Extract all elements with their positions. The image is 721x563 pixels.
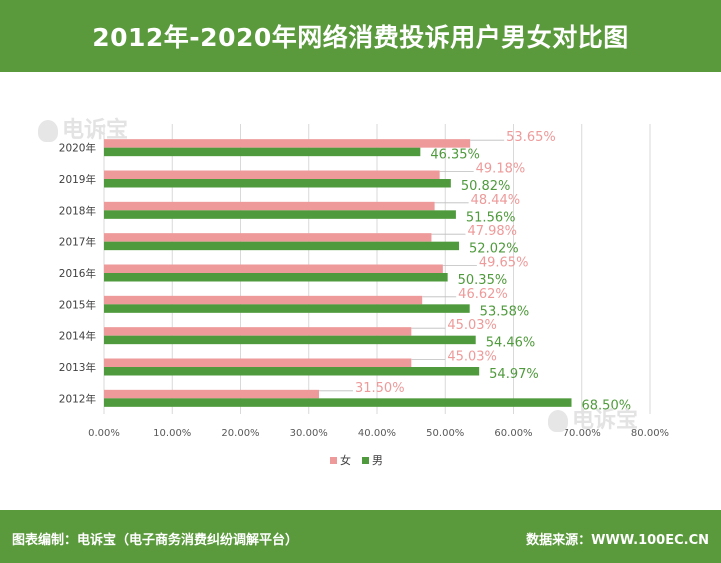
- y-category-label: 2018年: [59, 204, 96, 217]
- male-data-label: 53.58%: [480, 304, 530, 319]
- female-data-label: 31.50%: [355, 381, 405, 396]
- legend-swatch-male: [362, 457, 369, 464]
- female-data-label: 45.03%: [447, 318, 497, 333]
- bar-chart: 0.00% 10.00% 20.00% 30.00% 40.00% 50.00% 60.00…: [59, 124, 669, 467]
- female-data-label: 53.65%: [506, 130, 556, 145]
- y-category-label: 2014年: [59, 330, 96, 343]
- footer-bar: 图表编制：电诉宝（电子商务消费纠纷调解平台） 数据来源：WWW.100EC.CN: [0, 510, 721, 563]
- male-data-label: 51.56%: [466, 210, 516, 225]
- x-tick-label: 40.00%: [358, 428, 396, 439]
- male-bar: [104, 398, 572, 407]
- male-bar: [104, 304, 470, 313]
- x-tick-label: 10.00%: [153, 428, 191, 439]
- female-bar: [104, 139, 471, 148]
- y-category-label: 2015年: [59, 298, 96, 311]
- female-data-label: 49.18%: [476, 162, 526, 177]
- legend-label-male: 男: [372, 454, 383, 467]
- male-data-label: 50.35%: [458, 273, 508, 288]
- x-tick-label: 80.00%: [631, 428, 669, 439]
- female-bar: [104, 170, 440, 179]
- female-bar: [104, 264, 443, 273]
- footer-source: 数据来源：WWW.100EC.CN: [526, 533, 709, 548]
- y-category-label: 2016年: [59, 267, 96, 280]
- female-data-label: 45.03%: [447, 350, 497, 365]
- male-data-label: 68.50%: [582, 398, 632, 413]
- female-bar: [104, 327, 412, 336]
- male-bar: [104, 210, 456, 219]
- female-bar: [104, 233, 432, 242]
- female-bar: [104, 358, 412, 367]
- x-tick-label: 70.00%: [563, 428, 601, 439]
- footer-credit: 图表编制：电诉宝（电子商务消费纠纷调解平台）: [12, 533, 299, 548]
- male-data-label: 52.02%: [469, 242, 519, 257]
- chart-area: 电诉宝 电诉宝 0.00% 10.00% 20.00% 30.00% 40.00% 50.…: [0, 72, 721, 510]
- male-bar: [104, 335, 476, 345]
- watermark-logo-2: 电诉宝: [548, 402, 638, 434]
- female-bar: [104, 201, 435, 211]
- x-tick-label: 0.00%: [88, 428, 120, 439]
- watermark-shield-icon: [548, 410, 568, 432]
- title-bar: 2012年-2020年网络消费投诉用户男女对比图: [0, 0, 721, 72]
- male-bar: [104, 147, 421, 157]
- male-bar: [104, 367, 480, 376]
- male-bar: [104, 179, 451, 188]
- x-tick-label: 50.00%: [426, 428, 464, 439]
- x-tick-label: 20.00%: [221, 428, 259, 439]
- y-category-label: 2019年: [59, 173, 96, 186]
- female-data-label: 46.62%: [458, 287, 508, 302]
- watermark-logo: 电诉宝: [38, 112, 128, 144]
- x-tick-label: 30.00%: [290, 428, 328, 439]
- male-data-label: 54.46%: [486, 336, 536, 351]
- male-data-label: 46.35%: [430, 148, 480, 163]
- watermark-shield-icon: [38, 120, 58, 142]
- female-data-label: 47.98%: [467, 224, 517, 239]
- male-data-label: 50.82%: [461, 179, 511, 194]
- x-tick-label: 60.00%: [494, 428, 532, 439]
- female-data-label: 49.65%: [479, 256, 529, 271]
- male-bar: [104, 241, 460, 251]
- male-bar: [104, 273, 448, 282]
- legend-label-female: 女: [340, 453, 351, 467]
- chart-title: 2012年-2020年网络消费投诉用户男女对比图: [92, 23, 629, 52]
- female-bar: [104, 389, 319, 399]
- y-category-label: 2012年: [59, 392, 96, 405]
- female-data-label: 48.44%: [471, 193, 521, 208]
- y-category-label: 2013年: [59, 361, 96, 374]
- female-bar: [104, 295, 423, 305]
- y-category-label: 2017年: [59, 236, 96, 249]
- male-data-label: 54.97%: [489, 367, 539, 382]
- y-category-label: 2020年: [59, 142, 96, 155]
- legend-swatch-female: [330, 457, 337, 464]
